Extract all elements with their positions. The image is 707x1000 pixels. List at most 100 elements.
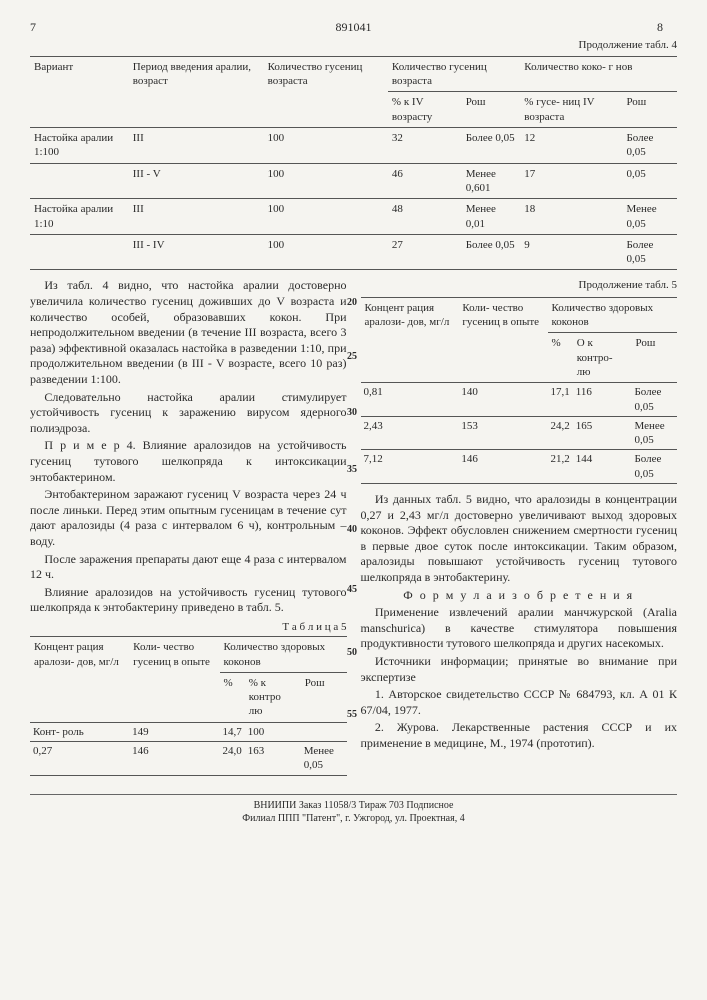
cell: 100	[245, 722, 301, 741]
th-qty: Коли- чество гусениц в опыте	[129, 637, 219, 722]
table-row: 0,27 146 24,0 163 Менее 0,05	[30, 742, 347, 776]
cell: 100	[264, 199, 388, 235]
cell: 2,43	[361, 416, 459, 450]
th-pct-gus: % гусе- ниц IV возраста	[520, 92, 622, 128]
table-row: 2,43 153 24,2 165 Менее 0,05	[361, 416, 678, 450]
table-row: III - IV 100 27 Более 0,05 9 Более 0,05	[30, 234, 677, 270]
cell: Настойка аралии 1:10	[30, 199, 129, 235]
cell: 9	[520, 234, 622, 270]
document-number: 891041	[50, 20, 657, 36]
paragraph: После заражения препараты дают еще 4 раз…	[30, 552, 347, 583]
cell: 149	[129, 722, 219, 741]
cell: 146	[458, 450, 547, 484]
cell: 12	[520, 128, 622, 164]
paragraph: П р и м е р 4. Влияние аралозидов на уст…	[30, 438, 347, 485]
footer-line-2: Филиал ППП "Патент", г. Ужгород, ул. Про…	[30, 812, 677, 825]
cell	[301, 722, 347, 741]
cell: 163	[245, 742, 301, 776]
line-number: 35	[347, 463, 357, 476]
th-qty-age-group: Количество гусениц возраста	[388, 56, 520, 92]
th-rosh: Рош	[631, 333, 677, 383]
th-pct-ctrl: % к контро лю	[245, 672, 301, 722]
line-number: 25	[347, 350, 357, 363]
cell: 17	[520, 163, 622, 199]
line-number: 30	[347, 406, 357, 419]
cell: 153	[458, 416, 547, 450]
table4-continuation-label: Продолжение табл. 4	[30, 38, 677, 52]
cell: Настойка аралии 1:100	[30, 128, 129, 164]
cell: III	[129, 199, 264, 235]
cell: Более 0,05	[462, 234, 521, 270]
cell: 24,2	[548, 416, 573, 450]
cell: 24,0	[220, 742, 245, 776]
th-pct: %	[548, 333, 573, 383]
table-row: Конт- роль 149 14,7 100	[30, 722, 347, 741]
cell: 144	[573, 450, 632, 484]
paragraph: Из данных табл. 5 видно, что аралозиды в…	[361, 492, 678, 586]
table-row: 7,12 146 21,2 144 Более 0,05	[361, 450, 678, 484]
table-row: 0,81 140 17,1 116 Более 0,05	[361, 383, 678, 417]
line-number: 40	[347, 523, 357, 536]
footer-line-1: ВНИИПИ Заказ 11058/3 Тираж 703 Подписное	[30, 799, 677, 812]
cell: 27	[388, 234, 462, 270]
th-pct-iv: % к IV возрасту	[388, 92, 462, 128]
cell: Более 0,05	[622, 234, 677, 270]
cell: Более 0,05	[631, 450, 677, 484]
table-row: Настойка аралии 1:100 III 100 32 Более 0…	[30, 128, 677, 164]
th-variant: Вариант	[30, 56, 129, 127]
cell: Менее 0,601	[462, 163, 521, 199]
cell: Менее 0,05	[631, 416, 677, 450]
table-5b: Концент рация аралози- дов, мг/л Коли- ч…	[361, 297, 678, 484]
th-rosh: Рош	[301, 672, 347, 722]
th-group: Количество здоровых коконов	[548, 297, 677, 333]
paragraph: Влияние аралозидов на устойчивость гусен…	[30, 585, 347, 616]
paragraph: Энтобактерином заражают гусениц V возрас…	[30, 487, 347, 549]
th-qty: Коли- чество гусениц в опыте	[458, 297, 547, 382]
cell: III - V	[129, 163, 264, 199]
line-number: 50	[347, 646, 357, 659]
paragraph: Следовательно настойка аралии стимулируе…	[30, 390, 347, 437]
cell: Менее 0,05	[301, 742, 347, 776]
cell: Менее 0,05	[622, 199, 677, 235]
cell: 146	[129, 742, 219, 776]
table-row: Настойка аралии 1:10 III 100 48 Менее 0,…	[30, 199, 677, 235]
th-pct-ctrl: О к контро- лю	[573, 333, 632, 383]
table-4: Вариант Период введения аралии, возраст …	[30, 56, 677, 271]
cell: Менее 0,01	[462, 199, 521, 235]
right-column: Продолжение табл. 5 Концент рация аралоз…	[361, 278, 678, 783]
cell: 116	[573, 383, 632, 417]
line-number: 20	[347, 296, 357, 309]
cell: 32	[388, 128, 462, 164]
cell: 18	[520, 199, 622, 235]
cell: 7,12	[361, 450, 459, 484]
line-number: 55	[347, 708, 357, 721]
left-column: Из табл. 4 видно, что настойка аралии до…	[30, 278, 347, 783]
th-pct: %	[220, 672, 245, 722]
cell: 17,1	[548, 383, 573, 417]
table-row: III - V 100 46 Менее 0,601 17 0,05	[30, 163, 677, 199]
paragraph: Применение извлечений аралии манчжурской…	[361, 605, 678, 652]
th-qty-cocoon-group: Количество коко- г нов	[520, 56, 677, 92]
cell: 140	[458, 383, 547, 417]
cell: III	[129, 128, 264, 164]
sources-title: Источники информации; принятые во вниман…	[361, 654, 678, 685]
cell: 0,27	[30, 742, 129, 776]
th-rosh1: Рош	[462, 92, 521, 128]
table5-continuation-label: Продолжение табл. 5	[361, 278, 678, 292]
th-conc: Концент рация аралози- дов, мг/л	[361, 297, 459, 382]
two-column-body: Из табл. 4 видно, что настойка аралии до…	[30, 278, 677, 783]
cell: 0,81	[361, 383, 459, 417]
page-header: 7 891041 8	[30, 20, 677, 36]
footer: ВНИИПИ Заказ 11058/3 Тираж 703 Подписное…	[30, 794, 677, 825]
cell: 21,2	[548, 450, 573, 484]
cell: 46	[388, 163, 462, 199]
cell: Конт- роль	[30, 722, 129, 741]
cell	[30, 163, 129, 199]
formula-title: Ф о р м у л а и з о б р е т е н и я	[361, 588, 678, 604]
cell: Более 0,05	[631, 383, 677, 417]
source-item: 1. Авторское свидетельство СССР № 684793…	[361, 687, 678, 718]
cell: 14,7	[220, 722, 245, 741]
paragraph: Из табл. 4 видно, что настойка аралии до…	[30, 278, 347, 387]
th-rosh2: Рош	[622, 92, 677, 128]
cell: 0,05	[622, 163, 677, 199]
